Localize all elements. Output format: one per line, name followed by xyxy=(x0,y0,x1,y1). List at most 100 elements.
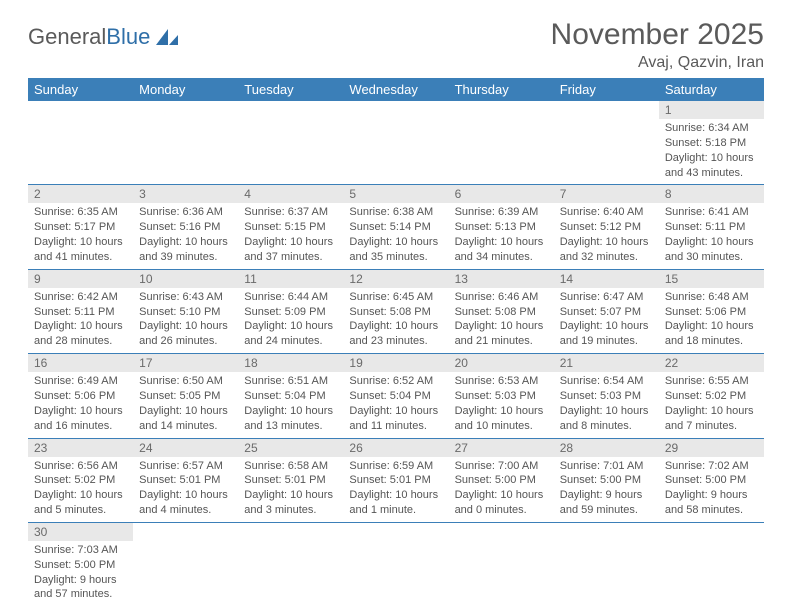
day-number: 25 xyxy=(238,439,343,457)
sunset-line: Sunset: 5:06 PM xyxy=(34,389,127,404)
sunset-line: Sunset: 5:16 PM xyxy=(139,220,232,235)
day-details: Sunrise: 6:57 AMSunset: 5:01 PMDaylight:… xyxy=(133,457,238,522)
calendar-cell: 1Sunrise: 6:34 AMSunset: 5:18 PMDaylight… xyxy=(659,101,764,185)
calendar-cell xyxy=(238,101,343,185)
sunrise-line: Sunrise: 6:37 AM xyxy=(244,205,337,220)
day-number: 8 xyxy=(659,185,764,203)
weekday-header: Monday xyxy=(133,78,238,101)
location: Avaj, Qazvin, Iran xyxy=(551,54,764,72)
day-details: Sunrise: 6:53 AMSunset: 5:03 PMDaylight:… xyxy=(449,372,554,437)
day-number: 12 xyxy=(343,270,448,288)
daylight-line: Daylight: 9 hours and 58 minutes. xyxy=(665,488,758,518)
day-details: Sunrise: 6:50 AMSunset: 5:05 PMDaylight:… xyxy=(133,372,238,437)
day-details: Sunrise: 6:42 AMSunset: 5:11 PMDaylight:… xyxy=(28,288,133,353)
weekday-header: Friday xyxy=(554,78,659,101)
daylight-line: Daylight: 10 hours and 23 minutes. xyxy=(349,319,442,349)
calendar-cell: 8Sunrise: 6:41 AMSunset: 5:11 PMDaylight… xyxy=(659,185,764,269)
daylight-line: Daylight: 10 hours and 14 minutes. xyxy=(139,404,232,434)
daylight-line: Daylight: 10 hours and 7 minutes. xyxy=(665,404,758,434)
sunrise-line: Sunrise: 6:39 AM xyxy=(455,205,548,220)
daylight-line: Daylight: 10 hours and 18 minutes. xyxy=(665,319,758,349)
sunset-line: Sunset: 5:00 PM xyxy=(34,558,127,573)
day-number: 26 xyxy=(343,439,448,457)
day-number: 24 xyxy=(133,439,238,457)
daylight-line: Daylight: 10 hours and 1 minute. xyxy=(349,488,442,518)
calendar-cell: 12 Sunrise: 6:45 AMSunset: 5:08 PMDayligh… xyxy=(343,269,448,353)
daylight-line: Daylight: 10 hours and 4 minutes. xyxy=(139,488,232,518)
sunrise-line: Sunrise: 6:57 AM xyxy=(139,459,232,474)
sunset-line: Sunset: 5:17 PM xyxy=(34,220,127,235)
weekday-header: Sunday xyxy=(28,78,133,101)
calendar-cell xyxy=(554,522,659,606)
calendar-cell: 18Sunrise: 6:51 AMSunset: 5:04 PMDayligh… xyxy=(238,354,343,438)
sunrise-line: Sunrise: 6:59 AM xyxy=(349,459,442,474)
calendar-cell xyxy=(554,101,659,185)
day-number: 3 xyxy=(133,185,238,203)
day-details: Sunrise: 6:54 AMSunset: 5:03 PMDaylight:… xyxy=(554,372,659,437)
calendar-cell xyxy=(238,522,343,606)
sunset-line: Sunset: 5:03 PM xyxy=(560,389,653,404)
day-number: 21 xyxy=(554,354,659,372)
calendar-cell: 22Sunrise: 6:55 AMSunset: 5:02 PMDayligh… xyxy=(659,354,764,438)
day-number: 17 xyxy=(133,354,238,372)
calendar-cell: 19Sunrise: 6:52 AMSunset: 5:04 PMDayligh… xyxy=(343,354,448,438)
sunrise-line: Sunrise: 6:51 AM xyxy=(244,374,337,389)
sunset-line: Sunset: 5:18 PM xyxy=(665,136,758,151)
day-number: 2 xyxy=(28,185,133,203)
day-details: Sunrise: 6:51 AMSunset: 5:04 PMDaylight:… xyxy=(238,372,343,437)
day-details: Sunrise: 6:40 AMSunset: 5:12 PMDaylight:… xyxy=(554,203,659,268)
calendar-cell: 29Sunrise: 7:02 AMSunset: 5:00 PMDayligh… xyxy=(659,438,764,522)
daylight-line: Daylight: 10 hours and 32 minutes. xyxy=(560,235,653,265)
sunset-line: Sunset: 5:11 PM xyxy=(34,305,127,320)
daylight-line: Daylight: 10 hours and 26 minutes. xyxy=(139,319,232,349)
day-details: Sunrise: 7:03 AMSunset: 5:00 PMDaylight:… xyxy=(28,541,133,606)
sunset-line: Sunset: 5:08 PM xyxy=(349,305,442,320)
weekday-header-row: Sunday Monday Tuesday Wednesday Thursday… xyxy=(28,78,764,101)
day-number: 14 xyxy=(554,270,659,288)
daylight-line: Daylight: 10 hours and 35 minutes. xyxy=(349,235,442,265)
sunset-line: Sunset: 5:10 PM xyxy=(139,305,232,320)
calendar-cell: 26Sunrise: 6:59 AMSunset: 5:01 PMDayligh… xyxy=(343,438,448,522)
calendar-cell: 3Sunrise: 6:36 AMSunset: 5:16 PMDaylight… xyxy=(133,185,238,269)
daylight-line: Daylight: 10 hours and 13 minutes. xyxy=(244,404,337,434)
calendar-cell: 16Sunrise: 6:49 AMSunset: 5:06 PMDayligh… xyxy=(28,354,133,438)
sunset-line: Sunset: 5:06 PM xyxy=(665,305,758,320)
daylight-line: Daylight: 10 hours and 30 minutes. xyxy=(665,235,758,265)
day-number: 18 xyxy=(238,354,343,372)
day-number: 6 xyxy=(449,185,554,203)
sunrise-line: Sunrise: 7:03 AM xyxy=(34,543,127,558)
day-number: 19 xyxy=(343,354,448,372)
sunrise-line: Sunrise: 6:49 AM xyxy=(34,374,127,389)
sunset-line: Sunset: 5:03 PM xyxy=(455,389,548,404)
calendar: Sunday Monday Tuesday Wednesday Thursday… xyxy=(28,78,764,606)
day-details: Sunrise: 6:59 AMSunset: 5:01 PMDaylight:… xyxy=(343,457,448,522)
calendar-cell xyxy=(343,101,448,185)
sunrise-line: Sunrise: 7:00 AM xyxy=(455,459,548,474)
sunrise-line: Sunrise: 6:45 AM xyxy=(349,290,442,305)
sunset-line: Sunset: 5:02 PM xyxy=(665,389,758,404)
day-details: Sunrise: 6:58 AMSunset: 5:01 PMDaylight:… xyxy=(238,457,343,522)
calendar-cell: 4Sunrise: 6:37 AMSunset: 5:15 PMDaylight… xyxy=(238,185,343,269)
calendar-row: 23Sunrise: 6:56 AMSunset: 5:02 PMDayligh… xyxy=(28,438,764,522)
calendar-cell xyxy=(449,522,554,606)
day-details: Sunrise: 6:55 AMSunset: 5:02 PMDaylight:… xyxy=(659,372,764,437)
sunrise-line: Sunrise: 7:01 AM xyxy=(560,459,653,474)
calendar-cell: 9Sunrise: 6:42 AMSunset: 5:11 PMDaylight… xyxy=(28,269,133,353)
calendar-cell: 30Sunrise: 7:03 AMSunset: 5:00 PMDayligh… xyxy=(28,522,133,606)
calendar-cell: 13Sunrise: 6:46 AMSunset: 5:08 PMDayligh… xyxy=(449,269,554,353)
calendar-row: 9Sunrise: 6:42 AMSunset: 5:11 PMDaylight… xyxy=(28,269,764,353)
calendar-cell: 27Sunrise: 7:00 AMSunset: 5:00 PMDayligh… xyxy=(449,438,554,522)
sunrise-line: Sunrise: 6:52 AM xyxy=(349,374,442,389)
calendar-cell: 14Sunrise: 6:47 AMSunset: 5:07 PMDayligh… xyxy=(554,269,659,353)
calendar-cell: 25Sunrise: 6:58 AMSunset: 5:01 PMDayligh… xyxy=(238,438,343,522)
day-details: Sunrise: 6:43 AMSunset: 5:10 PMDaylight:… xyxy=(133,288,238,353)
daylight-line: Daylight: 10 hours and 41 minutes. xyxy=(34,235,127,265)
daylight-line: Daylight: 10 hours and 21 minutes. xyxy=(455,319,548,349)
sunset-line: Sunset: 5:15 PM xyxy=(244,220,337,235)
sunrise-line: Sunrise: 6:50 AM xyxy=(139,374,232,389)
daylight-line: Daylight: 10 hours and 10 minutes. xyxy=(455,404,548,434)
sunset-line: Sunset: 5:12 PM xyxy=(560,220,653,235)
day-number: 4 xyxy=(238,185,343,203)
daylight-line: Daylight: 10 hours and 43 minutes. xyxy=(665,151,758,181)
calendar-cell: 15Sunrise: 6:48 AMSunset: 5:06 PMDayligh… xyxy=(659,269,764,353)
